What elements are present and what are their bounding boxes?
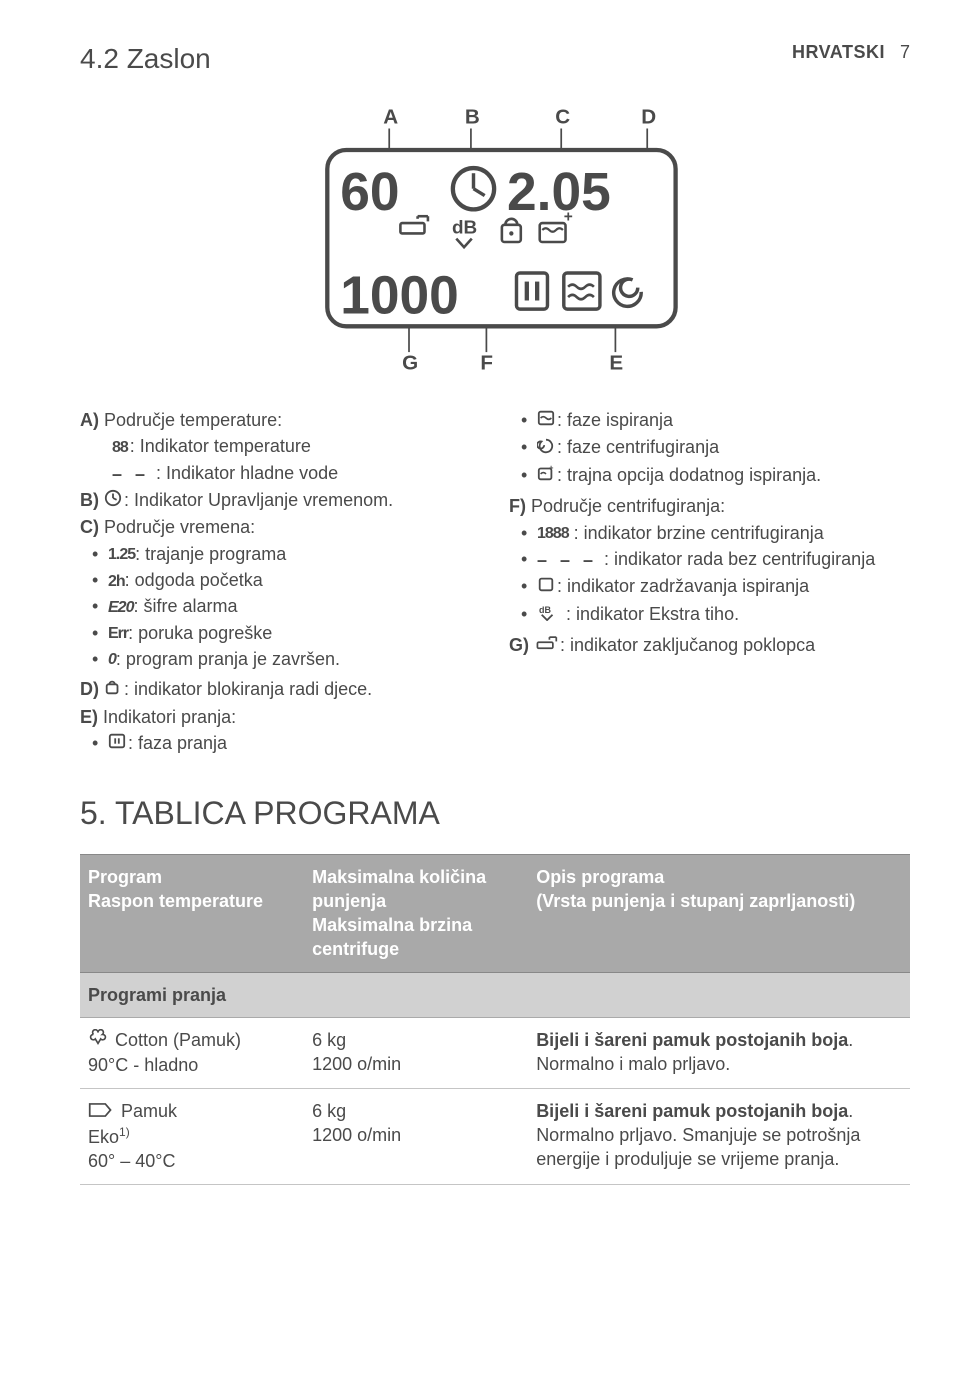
e2-item-1: : faze centrifugiranja: [557, 437, 719, 457]
eco-tag-icon: [88, 1100, 114, 1124]
rinse-hold-icon: [537, 575, 555, 599]
f-item-3: : indikator Ekstra tiho.: [561, 604, 739, 624]
label-B: B: [465, 105, 480, 128]
label-E-legend: E): [80, 707, 98, 727]
a-item-0: : Indikator temperature: [130, 436, 311, 456]
c-item-3: : poruka pogreške: [128, 623, 272, 643]
label-A-legend: A): [80, 410, 99, 430]
text-D: : indikator blokiranja radi djece.: [124, 679, 372, 699]
clock-icon: [104, 489, 122, 513]
svg-text:dB: dB: [539, 605, 551, 615]
f-item-1: : indikator rada bez centrifugiranja: [599, 549, 875, 569]
text-A: Područje temperature:: [104, 410, 282, 430]
legend-right-column: : faze ispiranja : faze centrifugiranja …: [509, 406, 910, 762]
legend-left-column: A) Područje temperature: 88: Indikator t…: [80, 406, 481, 762]
cotton-icon: [88, 1029, 108, 1053]
rinse-phase-icon: [537, 409, 555, 433]
section-5-title: 5. TABLICA PROGRAMA: [80, 792, 910, 835]
alarm-code-icon: E20: [108, 597, 133, 619]
e-item-0: : faza pranja: [128, 733, 227, 753]
label-A: A: [383, 105, 398, 128]
label-G-legend: G): [509, 635, 529, 655]
c-item-2: : šifre alarma: [133, 596, 237, 616]
c-item-0: : trajanje programa: [135, 544, 286, 564]
label-F: F: [480, 351, 493, 374]
c-item-4: : program pranja je završen.: [116, 649, 340, 669]
th-desc: Opis programa (Vrsta punjenja i stupanj …: [528, 854, 910, 972]
lcd-diagram: A B C D 60 2.05 dB: [80, 96, 910, 382]
lcd-db: dB: [452, 217, 477, 238]
th-load: Maksimalna količina punjenja Maksimalna …: [304, 854, 528, 972]
label-E: E: [609, 351, 623, 374]
prog1-desc-bold: Bijeli i šareni pamuk postojanih boja: [536, 1030, 848, 1050]
text-G: : indikator zaključanog poklopca: [560, 635, 815, 655]
wash-phase-icon: [108, 732, 126, 756]
label-F-legend: F): [509, 496, 526, 516]
no-spin-icon: – – –: [537, 548, 597, 572]
prog2-sup: 1): [119, 1125, 130, 1139]
child-lock-icon: [104, 678, 122, 702]
label-C: C: [555, 105, 570, 128]
lcd-temp: 60: [340, 163, 399, 222]
svg-text:+: +: [549, 464, 554, 472]
spin-phase-icon: [537, 437, 555, 461]
page-header-right: HRVATSKI 7: [792, 40, 910, 64]
text-C: Područje vremena:: [104, 517, 255, 537]
lid-lock-icon: [534, 634, 558, 658]
svg-text:+: +: [564, 208, 573, 225]
f-item-2: : indikator zadržavanja ispiranja: [557, 576, 809, 596]
delay-icon: 2h: [108, 571, 125, 593]
e2-item-2: : trajna opcija dodatnog ispiranja.: [557, 465, 821, 485]
prog2-load: 6 kg 1200 o/min: [312, 1101, 401, 1145]
label-G: G: [402, 351, 418, 374]
error-icon: Err: [108, 623, 128, 645]
e2-item-0: : faze ispiranja: [557, 410, 673, 430]
spin-speed-icon: 1888: [537, 523, 569, 545]
page-number: 7: [900, 42, 910, 62]
prog2-desc-bold: Bijeli i šareni pamuk postojanih boja: [536, 1101, 848, 1121]
text-F: Područje centrifugiranja:: [531, 496, 725, 516]
text-B: : Indikator Upravljanje vremenom.: [124, 490, 393, 510]
extra-rinse-icon: +: [537, 464, 555, 488]
done-icon: 0: [108, 649, 116, 671]
f-item-0: : indikator brzine centrifugiranja: [569, 523, 824, 543]
duration-icon: 1.25: [108, 544, 135, 566]
label-C-legend: C): [80, 517, 99, 537]
table-row: Cotton (Pamuk) 90°C - hladno 6 kg 1200 o…: [80, 1018, 910, 1089]
section-4-2-title: 4.2 Zaslon: [80, 40, 211, 78]
lcd-time: 2.05: [507, 163, 611, 222]
label-B-legend: B): [80, 490, 99, 510]
th-program: Program Raspon temperature: [80, 854, 304, 972]
cold-water-icon: – –: [112, 462, 149, 486]
a-item-1: : Indikator hladne vode: [151, 463, 338, 483]
prog1-load: 6 kg 1200 o/min: [312, 1030, 401, 1074]
program-table: Program Raspon temperature Maksimalna ko…: [80, 854, 910, 1185]
prog1-range: 90°C - hladno: [88, 1055, 198, 1075]
lcd-spin: 1000: [340, 266, 459, 325]
label-D-legend: D): [80, 679, 99, 699]
prog2-sub: Eko: [88, 1127, 119, 1147]
text-E: Indikatori pranja:: [103, 707, 236, 727]
c-item-1: : odgoda početka: [125, 570, 263, 590]
label-D: D: [641, 105, 656, 128]
lang-label: HRVATSKI: [792, 42, 885, 62]
subhead-wash: Programi pranja: [80, 972, 910, 1017]
prog2-range: 60° – 40°C: [88, 1151, 175, 1171]
table-row: Pamuk Eko1) 60° – 40°C 6 kg 1200 o/min B…: [80, 1088, 910, 1184]
prog1-name: Cotton (Pamuk): [110, 1030, 241, 1050]
temp-88-icon: 88: [112, 437, 128, 459]
extra-silent-icon: dB: [537, 603, 559, 627]
prog2-name: Pamuk: [116, 1101, 177, 1121]
